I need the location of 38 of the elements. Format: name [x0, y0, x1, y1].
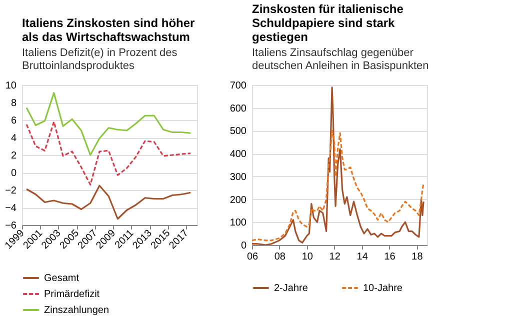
y-tick-label: −2 — [5, 186, 17, 196]
legend-label: Zinszahlungen — [44, 305, 110, 316]
y-tick-label: 400 — [230, 149, 247, 160]
y-tick-label: −6 — [5, 220, 17, 232]
x-tick-label: 08 — [274, 252, 286, 262]
line-series — [252, 130, 424, 242]
y-tick-label: 700 — [230, 80, 247, 92]
y-tick-label: 200 — [230, 194, 247, 206]
x-tick-label: 12 — [329, 252, 341, 262]
y-tick-label: 0 — [10, 168, 17, 179]
chart-title: Italiens Zinskosten sind höher als das Wirtschaftswachstum — [22, 16, 196, 44]
y-tick-label: 10 — [5, 80, 17, 92]
y-tick-label: 6 — [10, 116, 17, 126]
y-tick-label: 0 — [240, 240, 247, 252]
chart-subtitle: Italiens Defizit(e) in Prozent des Bruttoinlandsproduktes — [22, 47, 178, 72]
y-tick-label: 100 — [230, 218, 247, 229]
y-tick-label: 2 — [10, 150, 17, 162]
line-series — [252, 86, 424, 245]
y-tick-label: 600 — [230, 103, 247, 114]
y-tick-label: 300 — [230, 172, 247, 183]
line-series — [26, 184, 192, 220]
line-series — [26, 120, 192, 186]
legend-label: Gesamt — [44, 273, 80, 284]
y-tick-label: 500 — [230, 126, 247, 138]
x-tick-label: 18 — [412, 252, 424, 262]
y-tick-label: −4 — [5, 203, 17, 214]
legend-label: 10-Jahre — [363, 283, 403, 294]
y-tick-label: 8 — [10, 98, 17, 109]
line-series — [26, 92, 192, 156]
legend-label: Primärdefizit — [44, 289, 100, 300]
chart-subtitle: Italiens Zinsaufschlag gegenüber deutschen Anleihen in Basispunkten — [252, 47, 429, 72]
x-tick-label: 06 — [246, 252, 258, 262]
x-tick-label: 14 — [356, 252, 368, 262]
x-tick-label: 10 — [302, 252, 314, 262]
legend-label: 2-Jahre — [274, 283, 308, 294]
x-tick-label: 16 — [384, 252, 396, 262]
chart-title: Zinskosten für italienische Schuldpapiere sind stark gestiegen — [252, 2, 404, 44]
y-tick-label: 4 — [10, 133, 17, 144]
